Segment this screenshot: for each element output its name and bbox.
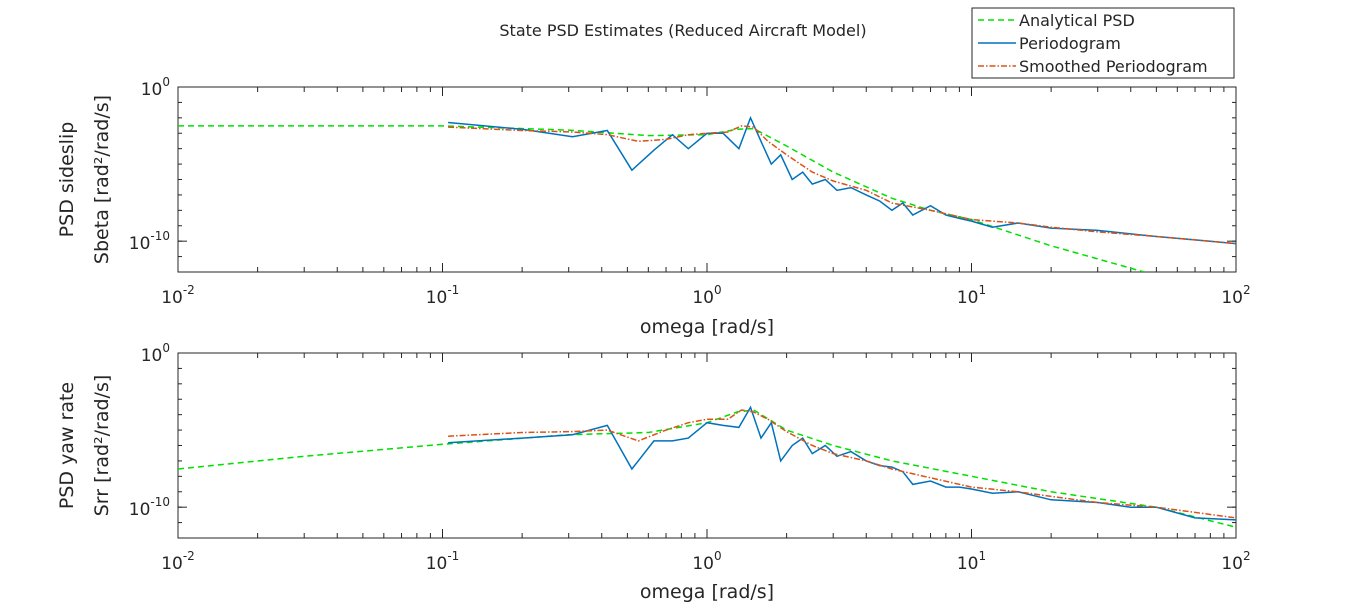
legend-label-periodogram: Periodogram <box>1019 34 1121 53</box>
subplot-sideslip: 10-2 10-1 100 101 102 10-10 100 omega [rad/s] PS… <box>56 75 1251 338</box>
legend-label-analytical: Analytical PSD <box>1019 11 1135 30</box>
series-line-periodogram <box>448 115 1236 245</box>
plot-area <box>177 352 1237 539</box>
y-tick-label: 100 <box>141 75 170 100</box>
y-axis-label-line1: PSD sideslip <box>56 122 78 238</box>
x-tick-label: 10-1 <box>426 549 460 574</box>
series-line-smoothed-periodogram <box>448 409 1236 519</box>
x-tick-label: 101 <box>957 283 986 308</box>
x-axis-label: omega [rad/s] <box>640 316 774 338</box>
y-axis-label-line2: Sbeta [rad²/rad/s] <box>91 95 113 264</box>
y-axis-label-line2: Srr [rad²/rad/s] <box>91 375 113 517</box>
x-tick-label: 10-2 <box>161 283 195 308</box>
plot-area <box>177 86 1237 273</box>
y-tick-label: 10-10 <box>129 495 170 520</box>
series-line-analytical-psd <box>178 409 1236 528</box>
x-tick-label: 102 <box>1221 283 1250 308</box>
x-tick-label: 10-2 <box>161 549 195 574</box>
y-tick-label: 10-10 <box>129 229 170 254</box>
y-axis-label-line1: PSD yaw rate <box>56 382 78 509</box>
x-tick-label: 100 <box>692 283 721 308</box>
x-tick-label: 10-1 <box>426 283 460 308</box>
x-tick-label: 102 <box>1221 549 1250 574</box>
x-tick-label: 101 <box>957 549 986 574</box>
legend-label-smoothed: Smoothed Periodogram <box>1019 57 1208 76</box>
chart-title: State PSD Estimates (Reduced Aircraft Mo… <box>499 21 866 40</box>
x-axis-label: omega [rad/s] <box>640 581 774 603</box>
series-line-smoothed-periodogram <box>448 125 1236 245</box>
y-tick-label: 100 <box>141 341 170 366</box>
subplot-yaw-rate: 10-2 10-1 100 101 102 10-10 100 omega [rad/s] PS… <box>56 341 1251 603</box>
series-line-analytical-psd <box>178 125 1145 272</box>
legend: Analytical PSD Periodogram Smoothed Peri… <box>971 7 1235 79</box>
x-tick-label: 100 <box>692 549 721 574</box>
